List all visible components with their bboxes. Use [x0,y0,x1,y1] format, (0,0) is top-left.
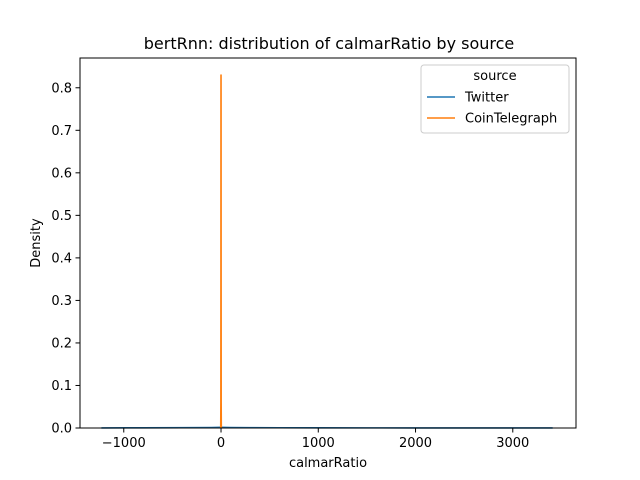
y-tick-label: 0.2 [51,336,72,351]
x-tick-label: 0 [217,436,225,451]
y-axis-label: Density [29,218,44,268]
axes-frame [79,57,577,429]
y-axis: 0.0 0.1 0.2 0.3 0.4 0.5 0.6 0.7 0.8 [51,81,80,437]
chart-title: bertRnn: distribution of calmarRatio by … [144,34,515,53]
y-tick-label: 0.6 [51,166,72,181]
x-tick-label: 3000 [496,436,529,451]
x-axis: −1000 0 1000 2000 3000 [102,428,529,451]
y-tick-label: 0.7 [51,124,72,139]
x-tick-label: 1000 [302,436,335,451]
legend-title: source [473,69,516,84]
legend-label: Twitter [464,91,509,106]
y-tick-label: 0.8 [51,81,72,96]
x-tick-label: 2000 [399,436,432,451]
y-tick-label: 0.0 [51,422,72,437]
legend: source Twitter CoinTelegraph [420,64,570,134]
x-tick-label: −1000 [102,436,146,451]
y-tick-label: 0.4 [51,251,72,266]
legend-label: CoinTelegraph [465,112,557,127]
y-tick-label: 0.1 [51,379,72,394]
series-line-cointelegraph [219,74,223,429]
legend-box [420,64,570,134]
y-tick-label: 0.3 [51,294,72,309]
x-axis-label: calmarRatio [289,456,367,471]
y-tick-label: 0.5 [51,209,72,224]
